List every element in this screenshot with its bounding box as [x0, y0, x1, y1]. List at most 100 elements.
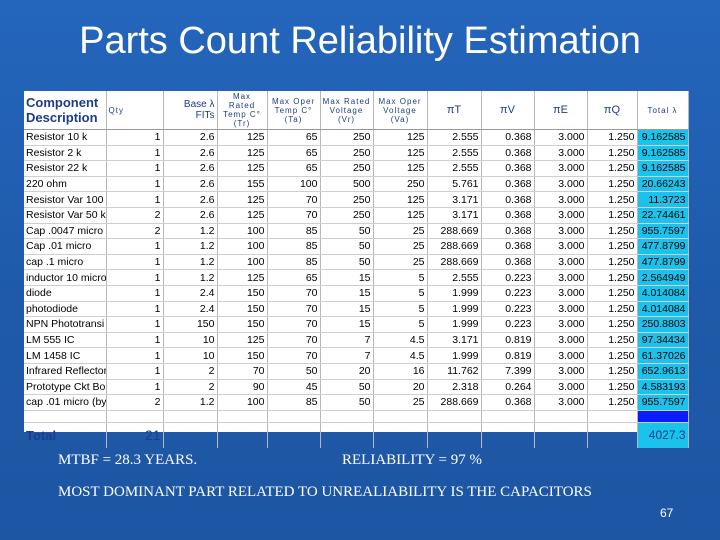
cell-pi-v: 0.368	[481, 129, 535, 146]
dominant-part-note: MOST DOMINANT PART RELATED TO UNREALIABI…	[58, 484, 592, 500]
cell-base-lambda: 2.6	[163, 207, 218, 224]
cell-rated-temp: 125	[217, 129, 268, 146]
table-row: Resistor Var 50 k 2 2.6 125 70 250 125 3.171 0.3…	[24, 207, 689, 224]
cell-base-lambda: 2.4	[163, 285, 218, 302]
cell-pi-t: 11.762	[427, 363, 482, 380]
cell-qty: 1	[106, 129, 164, 146]
cell-pi-v: 0.368	[481, 160, 535, 177]
cell-component: Resistor 10 k	[24, 129, 107, 146]
table-row: inductor 10 micro 1 1.2 125 65 15 5 2.555 0.223 3…	[24, 269, 689, 286]
cell-pi-t: 288.669	[427, 223, 482, 240]
table-row: Resistor 22 k 1 2.6 125 65 250 125 2.555 0.368 3.…	[24, 160, 689, 177]
cell-rated-voltage: 15	[320, 316, 374, 333]
cell-rated-temp: 125	[217, 269, 268, 286]
cell-pi-e: 3.000	[534, 238, 588, 255]
cell-component: cap .01 micro (by	[24, 394, 107, 411]
cell-base-lambda: 1.2	[163, 269, 218, 286]
cell-qty: 1	[106, 191, 164, 208]
cell-pi-e: 3.000	[534, 223, 588, 240]
cell-oper-temp: 85	[267, 394, 321, 411]
cell-pi-t: 2.555	[427, 160, 482, 177]
cell-total-lambda: 652.9613	[637, 363, 689, 380]
cell-rated-temp: 125	[217, 145, 268, 162]
cell-pi-e: 3.000	[534, 285, 588, 302]
cell-total-lambda: 9.162585	[637, 145, 689, 162]
cell-component: inductor 10 micro	[24, 269, 107, 286]
cell-base-lambda: 1.2	[163, 254, 218, 271]
cell-pi-v: 0.368	[481, 145, 535, 162]
cell-pi-t: 1.999	[427, 316, 482, 333]
cell-pi-v: 0.264	[481, 379, 535, 396]
cell-oper-voltage: 20	[373, 379, 428, 396]
cell-total-lambda: 477.8799	[637, 254, 689, 271]
cell-qty: 1	[106, 379, 164, 396]
cell-base-lambda: 150	[163, 316, 218, 333]
cell-base-lambda: 2.6	[163, 160, 218, 177]
cell-component: Resistor Var 50 k	[24, 207, 107, 224]
cell-oper-temp: 70	[267, 285, 321, 302]
cell-rated-voltage: 50	[320, 379, 374, 396]
cell-base-lambda: 1.2	[163, 394, 218, 411]
cell-oper-voltage: 25	[373, 238, 428, 255]
cell-total-lambda: 61.37026	[637, 347, 689, 364]
cell-qty: 1	[106, 145, 164, 162]
cell-rated-temp: 100	[217, 223, 268, 240]
cell-rated-voltage: 7	[320, 332, 374, 349]
table-row: Resistor 2 k 1 2.6 125 65 250 125 2.555 0.368 3.0…	[24, 145, 689, 162]
cell-base-lambda: 2	[163, 363, 218, 380]
cell-base-lambda: 2.4	[163, 301, 218, 318]
cell-component: diode	[24, 285, 107, 302]
cell-component: Cap .0047 micro	[24, 223, 107, 240]
cell-pi-e: 3.000	[534, 160, 588, 177]
cell-qty: 1	[106, 160, 164, 177]
cell-rated-temp: 150	[217, 285, 268, 302]
cell-total-lambda: 4.014084	[637, 301, 689, 318]
cell-rated-temp: 125	[217, 332, 268, 349]
cell-pi-q: 1.250	[587, 363, 638, 380]
cell-rated-voltage: 50	[320, 238, 374, 255]
cell-pi-q: 1.250	[587, 207, 638, 224]
cell-pi-v: 0.368	[481, 176, 535, 193]
header-pi-e: πE	[534, 91, 588, 130]
cell-component: NPN Phototransi	[24, 316, 107, 333]
cell-oper-voltage: 5	[373, 316, 428, 333]
cell-total-lambda: 4.014084	[637, 285, 689, 302]
cell-total-lambda: 955.7597	[637, 394, 689, 411]
cell-oper-temp: 65	[267, 269, 321, 286]
cell-oper-voltage: 5	[373, 269, 428, 286]
cell-qty: 2	[106, 207, 164, 224]
cell-oper-temp: 65	[267, 160, 321, 177]
table-row: LM 1458 IC 1 10 150 70 7 4.5 1.999 0.819 3.000 1.2…	[24, 347, 689, 364]
cell-pi-v: 0.223	[481, 285, 535, 302]
cell-component: photodiode	[24, 301, 107, 318]
cell-pi-e: 3.000	[534, 129, 588, 146]
cell-total-lambda: 477.8799	[637, 238, 689, 255]
header-pi-q: πQ	[587, 91, 638, 130]
cell-rated-voltage: 250	[320, 191, 374, 208]
cell-qty: 1	[106, 176, 164, 193]
cell-total-lambda: 4.583193	[637, 379, 689, 396]
header-total-lambda: Total λ	[637, 91, 689, 130]
cell-pi-q: 1.250	[587, 129, 638, 146]
cell-pi-e: 3.000	[534, 254, 588, 271]
cell-pi-e: 3.000	[534, 363, 588, 380]
cell-pi-v: 0.368	[481, 238, 535, 255]
cell-pi-v: 0.368	[481, 191, 535, 208]
cell-rated-temp: 155	[217, 176, 268, 193]
cell-rated-voltage: 15	[320, 301, 374, 318]
cell-oper-voltage: 250	[373, 176, 428, 193]
cell-rated-voltage: 50	[320, 223, 374, 240]
cell-qty: 1	[106, 238, 164, 255]
cell-rated-temp: 150	[217, 347, 268, 364]
cell-pi-q: 1.250	[587, 238, 638, 255]
cell-rated-voltage: 7	[320, 347, 374, 364]
cell-rated-voltage: 20	[320, 363, 374, 380]
reliability-text: RELIABILITY = 97 %	[342, 452, 482, 468]
cell-oper-voltage: 4.5	[373, 332, 428, 349]
cell-qty: 1	[106, 301, 164, 318]
cell-total-lambda: 955.7597	[637, 223, 689, 240]
cell-rated-temp: 125	[217, 207, 268, 224]
header-max-rated-voltage: Max Rated Voltage (Vr)	[320, 91, 374, 130]
cell-pi-v: 0.223	[481, 269, 535, 286]
table-row: NPN Phototransi 1 150 150 70 15 5 1.999 0.223 3.0…	[24, 316, 689, 333]
